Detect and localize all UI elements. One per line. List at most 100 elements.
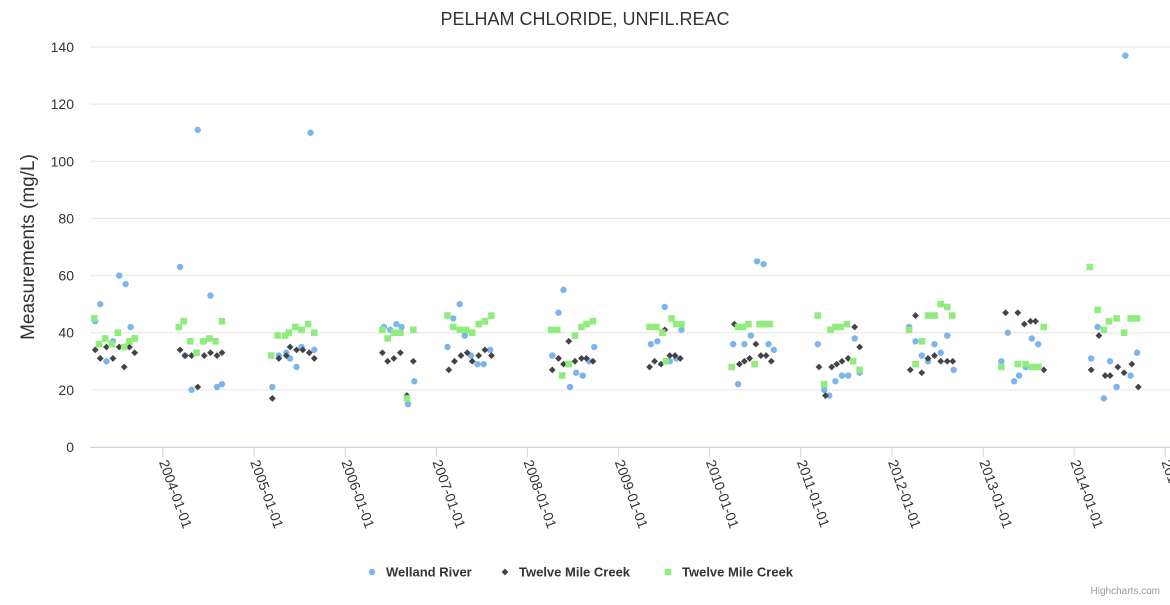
data-point (998, 363, 1005, 371)
data-point (120, 343, 128, 351)
data-point (480, 360, 487, 368)
series-0 (92, 52, 1141, 408)
data-point (103, 358, 110, 365)
data-point (820, 380, 828, 388)
data-point (444, 343, 451, 351)
data-point (126, 343, 133, 351)
data-point (729, 340, 737, 348)
data-point (751, 360, 758, 368)
data-point (108, 340, 116, 348)
x-tick-label: 2010-01-01 (703, 458, 743, 531)
y-tick-label: 60 (58, 268, 74, 284)
data-point (1127, 372, 1134, 379)
data-point (390, 355, 398, 362)
data-point (814, 340, 821, 348)
legend-label[interactable]: Twelve Mile Creek (682, 565, 794, 580)
data-point (267, 352, 275, 359)
data-point (849, 357, 857, 365)
data-point (757, 352, 765, 359)
series-2 (90, 263, 1141, 402)
data-point (274, 332, 281, 339)
data-point (948, 312, 956, 319)
data-point (398, 323, 405, 331)
data-point (949, 357, 957, 365)
data-point (924, 355, 932, 362)
legend-item[interactable]: Welland River (368, 565, 472, 580)
data-point (115, 272, 123, 279)
data-point (767, 357, 775, 365)
data-point (450, 315, 457, 322)
data-point (486, 346, 494, 354)
data-point (646, 363, 653, 371)
x-tick-label: 2015 (1158, 458, 1170, 493)
data-point (671, 352, 679, 359)
legend-label[interactable]: Welland River (386, 565, 472, 580)
data-point (924, 312, 932, 319)
data-point (579, 372, 586, 379)
data-point (218, 380, 226, 388)
data-point (851, 323, 859, 331)
data-point (844, 372, 852, 379)
data-point (560, 286, 567, 294)
y-tick-label: 100 (51, 153, 75, 169)
x-tick-label: 2004-01-01 (156, 458, 196, 531)
data-point (404, 400, 412, 408)
data-point (837, 323, 844, 331)
data-point (384, 335, 391, 342)
data-point (906, 366, 914, 374)
data-point (298, 326, 305, 334)
data-point (1040, 323, 1048, 331)
data-point (463, 349, 471, 357)
data-point (828, 363, 836, 371)
legend-label[interactable]: Twelve Mile Creek (519, 565, 631, 580)
data-point (760, 260, 767, 268)
data-point (444, 312, 451, 319)
data-point (654, 338, 661, 345)
data-point (672, 320, 680, 328)
data-point (176, 346, 184, 354)
data-point (838, 357, 846, 365)
data-point (292, 323, 299, 331)
data-point (456, 300, 463, 308)
data-point (647, 340, 655, 348)
y-tick-label: 120 (51, 96, 75, 112)
data-point (181, 352, 189, 359)
data-point (728, 363, 735, 371)
data-point (275, 355, 283, 362)
data-point (307, 129, 314, 136)
legend-marker (501, 568, 509, 576)
data-point (456, 326, 464, 334)
data-point (293, 346, 300, 354)
data-point (1004, 329, 1012, 336)
data-point (1014, 360, 1022, 368)
data-point (676, 355, 684, 362)
y-tick-label: 80 (58, 210, 74, 226)
data-point (131, 335, 138, 342)
data-point (851, 335, 858, 342)
x-axis: 2004-01-01 2005-01-01 2006-01-01 2007-01-01… (90, 447, 1170, 531)
data-point (127, 323, 134, 331)
data-point (131, 349, 139, 357)
data-point (1113, 383, 1120, 391)
data-point (176, 263, 184, 271)
data-point (905, 326, 913, 334)
data-point (583, 320, 590, 328)
x-tick-label: 2007-01-01 (429, 458, 469, 531)
data-point (856, 343, 864, 351)
x-tick-label: 2006-01-01 (338, 458, 378, 531)
legend-item[interactable]: Twelve Mile Creek (501, 565, 631, 580)
data-point (943, 303, 951, 311)
data-point (1133, 349, 1141, 356)
chart-title: PELHAM CHLORIDE, UNFIL.REAC (440, 9, 729, 29)
data-point (578, 355, 585, 362)
legend-marker (664, 568, 672, 576)
legend-item[interactable]: Twelve Mile Creek (664, 565, 794, 580)
x-tick-label: 2008-01-01 (521, 458, 561, 531)
data-point (918, 369, 926, 377)
data-point (1113, 315, 1120, 322)
data-point (753, 258, 761, 265)
data-point (548, 366, 556, 374)
data-point (188, 386, 195, 394)
credits[interactable]: Highcharts.com (1091, 586, 1160, 597)
data-point (457, 352, 465, 359)
